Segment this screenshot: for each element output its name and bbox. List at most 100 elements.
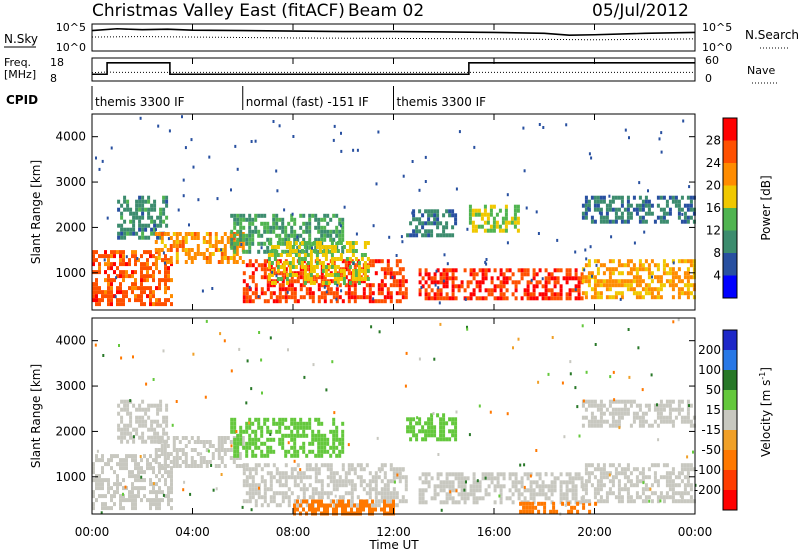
data-cell <box>511 480 515 485</box>
data-cell <box>132 223 136 228</box>
data-cell <box>362 467 366 472</box>
data-cell <box>326 495 330 500</box>
data-cell <box>153 227 157 232</box>
data-cell <box>339 277 343 281</box>
data-cell <box>205 448 209 452</box>
data-cell <box>363 277 367 281</box>
data-cell <box>137 494 140 499</box>
data-cell <box>404 475 408 480</box>
data-cell <box>281 441 285 446</box>
x-tick-label: 16:00 <box>477 525 512 539</box>
data-cell <box>418 417 422 422</box>
data-cell <box>433 488 437 493</box>
data-cell <box>184 248 188 252</box>
data-cell <box>668 207 672 212</box>
data-cell <box>330 249 334 253</box>
data-cell <box>590 295 594 300</box>
data-cell <box>442 488 446 493</box>
data-cell <box>119 270 122 275</box>
data-cell <box>267 273 271 277</box>
data-cell <box>665 415 669 420</box>
data-cell <box>101 506 104 511</box>
x-tick-label: 04:00 <box>175 525 210 539</box>
data-cell <box>155 228 157 232</box>
data-cell <box>532 296 536 301</box>
data-cell <box>335 507 338 512</box>
y-tick-label: 3000 <box>55 379 86 393</box>
data-cell <box>131 270 134 275</box>
data-cell <box>321 269 325 273</box>
data-cell <box>164 482 167 487</box>
data-cell <box>311 441 315 446</box>
data-cell <box>460 480 464 485</box>
data-cell <box>245 241 249 246</box>
data-cell <box>245 299 249 304</box>
data-cell <box>146 258 149 263</box>
data-cell <box>278 503 282 508</box>
data-cell <box>293 237 297 242</box>
data-cell <box>296 503 300 508</box>
data-cell <box>599 471 603 476</box>
data-cell <box>656 495 660 500</box>
data-cell <box>644 411 648 416</box>
data-cell <box>146 266 149 271</box>
data-cell <box>251 467 255 472</box>
data-cell <box>257 263 261 268</box>
data-cell <box>332 503 336 508</box>
data-cell <box>153 199 157 204</box>
data-cell <box>260 467 264 472</box>
data-cell <box>584 487 588 492</box>
data-cell <box>608 203 612 208</box>
data-cell <box>125 466 128 471</box>
data-cell <box>120 415 124 420</box>
data-cell <box>427 296 431 301</box>
data-cell <box>395 475 399 480</box>
data-cell <box>580 476 584 481</box>
data-cell <box>116 298 119 303</box>
data-cell <box>569 372 572 376</box>
data-cell <box>662 211 666 216</box>
data-cell <box>153 439 157 444</box>
data-cell <box>129 227 133 232</box>
data-cell <box>593 283 597 288</box>
data-cell <box>547 288 551 293</box>
data-cell <box>329 479 333 484</box>
data-cell <box>122 274 125 279</box>
data-cell <box>290 437 294 442</box>
data-cell <box>135 431 139 436</box>
data-cell <box>284 453 288 458</box>
data-cell <box>490 472 494 477</box>
data-cell <box>163 232 167 236</box>
data-cell <box>98 494 101 499</box>
data-cell <box>683 203 687 208</box>
data-cell <box>392 475 396 480</box>
data-cell <box>493 296 497 301</box>
data-cell <box>617 263 621 268</box>
data-cell <box>138 215 142 220</box>
data-cell <box>323 445 327 450</box>
data-cell <box>285 241 289 245</box>
data-cell <box>451 272 455 277</box>
data-cell <box>574 250 577 254</box>
data-cell <box>644 283 648 288</box>
data-cell <box>254 499 258 504</box>
data-cell <box>332 441 336 446</box>
data-cell <box>614 419 618 424</box>
data-cell <box>157 252 161 256</box>
data-cell <box>451 213 455 218</box>
data-cell <box>466 327 469 331</box>
data-cell <box>248 237 252 242</box>
data-cell <box>284 491 288 496</box>
data-cell <box>424 488 428 493</box>
data-cell <box>263 479 267 484</box>
data-cell <box>436 472 440 477</box>
data-cell <box>662 271 666 276</box>
data-cell <box>662 267 666 272</box>
data-cell <box>128 274 131 279</box>
data-cell <box>454 476 458 481</box>
data-cell <box>541 488 545 493</box>
data-cell <box>492 228 496 233</box>
data-cell <box>170 278 173 283</box>
data-cell <box>517 280 521 285</box>
data-cell <box>427 272 431 277</box>
